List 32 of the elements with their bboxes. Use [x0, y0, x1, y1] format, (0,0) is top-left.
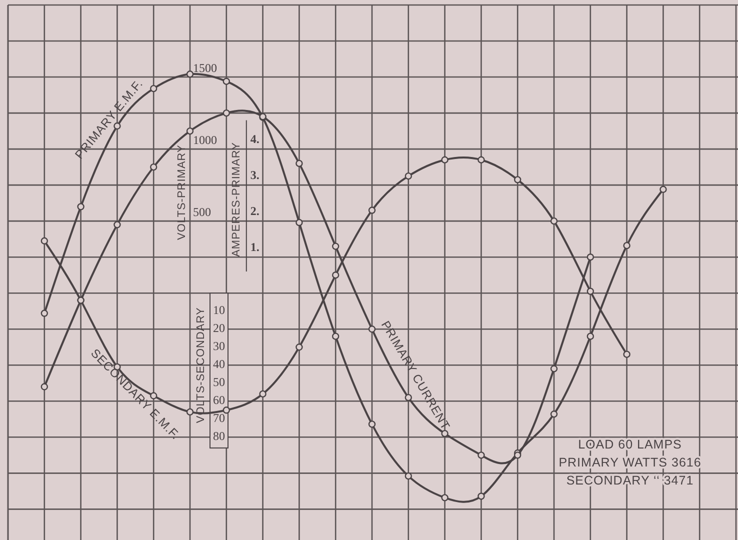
y3-tick-label: 10	[213, 302, 225, 317]
point	[332, 272, 340, 279]
point	[478, 156, 485, 164]
point	[623, 350, 630, 358]
point	[441, 156, 448, 164]
y3-tick-label: 20	[213, 320, 225, 335]
y-axis-title: VOLTS-PRIMARY	[176, 144, 188, 240]
y3-axis-title: VOLTS-SECONDARY	[194, 307, 207, 424]
y3-tick-label: 30	[213, 338, 225, 353]
y2-tick-label: 3.	[250, 168, 260, 182]
y-tick-label: 500	[193, 204, 211, 219]
y3-tick-label: 80	[213, 428, 225, 443]
point	[586, 288, 594, 295]
point	[186, 408, 194, 416]
y2-tick-label: 2.	[250, 204, 260, 218]
point	[40, 237, 48, 244]
point	[259, 390, 266, 398]
point	[514, 176, 522, 184]
y3-tick-label: 40	[213, 356, 225, 371]
y-tick-label: 1500	[193, 60, 217, 75]
point	[296, 344, 303, 351]
point	[550, 217, 558, 225]
point	[368, 206, 376, 214]
point	[404, 172, 412, 180]
y3-tick-label: 60	[213, 392, 225, 407]
y2-axis-title: AMPERES-PRIMARY	[230, 142, 242, 257]
y-tick-label: 1000	[193, 132, 217, 147]
y2-tick-label: 1.	[250, 240, 260, 254]
y3-tick-label: 70	[213, 410, 225, 425]
point	[222, 406, 230, 414]
y3-tick-label: 50	[213, 374, 225, 389]
y2-tick-label: 4.	[250, 132, 260, 146]
